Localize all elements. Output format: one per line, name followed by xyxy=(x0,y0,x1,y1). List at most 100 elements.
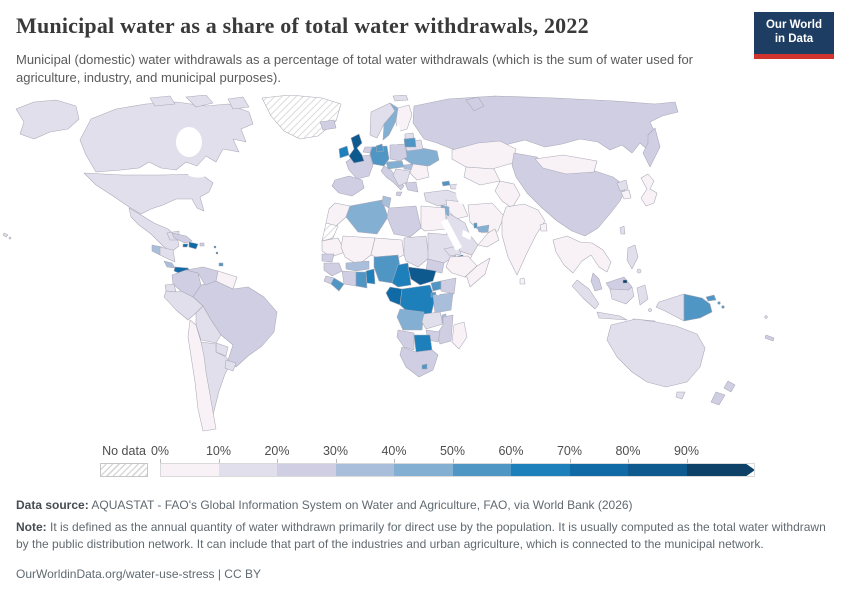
region-mexico[interactable] xyxy=(128,207,180,253)
region-liberia[interactable] xyxy=(330,277,345,292)
region-mali[interactable] xyxy=(340,235,376,266)
region-netherlands[interactable] xyxy=(362,146,373,154)
region-ghana[interactable] xyxy=(355,271,368,289)
region-poland[interactable] xyxy=(389,143,408,162)
region-angola[interactable] xyxy=(396,308,425,331)
region-central-asia[interactable] xyxy=(463,166,501,186)
region-south-africa[interactable] xyxy=(399,346,439,378)
region-central-african-republic[interactable] xyxy=(407,266,437,286)
legend-no-data-swatch[interactable] xyxy=(100,463,148,477)
region-brunei[interactable] xyxy=(622,279,628,284)
region-qatar[interactable] xyxy=(473,222,478,229)
region-indonesia-java[interactable] xyxy=(596,311,628,321)
region-south-korea[interactable] xyxy=(620,189,632,200)
legend-segment[interactable] xyxy=(569,463,628,477)
region-solomon-dot1[interactable] xyxy=(717,301,721,305)
region-indonesia-west-papua[interactable] xyxy=(655,293,685,322)
region-guinea[interactable] xyxy=(323,262,343,277)
region-denmark[interactable] xyxy=(375,143,385,153)
region-usa-alaska[interactable] xyxy=(15,99,80,140)
region-cameroon[interactable] xyxy=(391,262,412,288)
region-senegal[interactable] xyxy=(321,253,335,263)
region-usa-hawaii-dot[interactable] xyxy=(8,236,12,240)
region-russia[interactable] xyxy=(412,95,679,154)
legend-segment[interactable] xyxy=(394,463,453,477)
region-bolivia[interactable] xyxy=(195,305,222,344)
region-canada-arctic2[interactable] xyxy=(185,95,214,108)
region-indonesia-sulawesi[interactable] xyxy=(636,284,649,306)
region-finland[interactable] xyxy=(395,104,413,133)
region-western-sahara[interactable] xyxy=(321,222,339,242)
region-australia[interactable] xyxy=(606,318,706,388)
region-mongolia[interactable] xyxy=(534,154,598,175)
region-burkina-faso[interactable] xyxy=(345,260,370,272)
region-png-new-britain[interactable] xyxy=(705,294,717,302)
region-cuba[interactable] xyxy=(171,232,193,244)
region-lesser-antilles-dot1[interactable] xyxy=(213,245,217,249)
region-new-caledonia[interactable] xyxy=(764,334,775,342)
region-somalia[interactable] xyxy=(464,257,491,288)
region-fiji[interactable] xyxy=(764,315,768,319)
region-papua-new-guinea[interactable] xyxy=(683,293,713,322)
region-iceland[interactable] xyxy=(319,119,337,131)
region-uae[interactable] xyxy=(476,224,490,233)
region-balkans[interactable] xyxy=(392,168,411,187)
region-hispaniola[interactable] xyxy=(188,241,199,250)
region-russia-novaya-zemlya[interactable] xyxy=(465,96,485,112)
region-costa-rica[interactable] xyxy=(163,260,176,269)
region-canada[interactable] xyxy=(79,101,254,173)
region-indonesia-sumatra[interactable] xyxy=(571,279,600,310)
region-malaysia-peninsula[interactable] xyxy=(590,272,603,292)
region-south-sudan[interactable] xyxy=(425,258,445,274)
region-botswana[interactable] xyxy=(413,334,433,353)
region-lesotho-eswatini[interactable] xyxy=(421,363,428,370)
region-bangladesh[interactable] xyxy=(539,222,548,232)
region-solomon-dot2[interactable] xyxy=(721,305,725,309)
region-honduras-nicaragua[interactable] xyxy=(159,246,176,263)
legend-segment[interactable] xyxy=(628,463,687,477)
region-ireland[interactable] xyxy=(338,145,350,159)
region-russia-kamchatka[interactable] xyxy=(642,127,661,168)
region-lesser-antilles-dot2[interactable] xyxy=(215,251,219,255)
region-philippines-dot[interactable] xyxy=(636,268,642,274)
region-canada-arctic3[interactable] xyxy=(227,96,250,110)
owid-logo[interactable]: Our World in Data xyxy=(754,12,834,59)
region-algeria[interactable] xyxy=(345,199,389,235)
region-trinidad[interactable] xyxy=(218,262,224,267)
region-madagascar[interactable] xyxy=(451,321,468,350)
region-new-zealand-south[interactable] xyxy=(710,391,726,406)
legend-segment[interactable] xyxy=(511,463,570,477)
region-greenland[interactable] xyxy=(261,95,342,140)
region-new-zealand-north[interactable] xyxy=(723,380,736,393)
region-india[interactable] xyxy=(501,203,546,276)
region-indonesia-moluccas[interactable] xyxy=(648,308,652,312)
legend-segment[interactable] xyxy=(277,463,336,477)
region-latvia-lithuania[interactable] xyxy=(403,137,417,148)
legend-segment[interactable] xyxy=(160,463,219,477)
region-ukraine[interactable] xyxy=(402,147,440,167)
region-sri-lanka[interactable] xyxy=(519,277,526,285)
region-alpine-states[interactable] xyxy=(385,160,405,170)
footer-link[interactable]: OurWorldinData.org/water-use-stress | CC… xyxy=(16,567,261,581)
region-morocco[interactable] xyxy=(325,202,351,227)
region-kenya[interactable] xyxy=(440,277,457,295)
region-canada-arctic1[interactable] xyxy=(149,95,176,107)
region-chad[interactable] xyxy=(403,235,430,268)
region-georgia[interactable] xyxy=(441,180,451,187)
region-usa[interactable] xyxy=(83,172,214,215)
region-guianas[interactable] xyxy=(215,270,238,290)
region-usa-hawaii[interactable] xyxy=(2,232,9,238)
region-gabon-congo[interactable] xyxy=(385,286,403,306)
region-chile[interactable] xyxy=(187,319,217,432)
region-zambia[interactable] xyxy=(421,311,444,330)
region-afghanistan-pakistan[interactable] xyxy=(494,180,521,209)
region-svalbard[interactable] xyxy=(392,95,409,102)
region-togo-benin[interactable] xyxy=(365,268,376,285)
region-uganda[interactable] xyxy=(430,280,442,292)
region-uruguay[interactable] xyxy=(224,359,237,372)
region-greece[interactable] xyxy=(404,181,419,193)
region-spain-portugal[interactable] xyxy=(331,175,365,197)
region-jamaica[interactable] xyxy=(182,243,189,248)
region-tanzania[interactable] xyxy=(432,292,454,314)
region-australia-tasmania[interactable] xyxy=(675,391,686,400)
